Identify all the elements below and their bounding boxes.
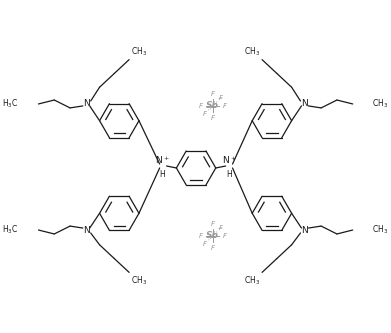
Text: F: F xyxy=(211,221,215,227)
Text: CH$_3$: CH$_3$ xyxy=(244,274,260,286)
Text: CH$_3$: CH$_3$ xyxy=(372,224,389,236)
Text: Sb: Sb xyxy=(206,231,219,240)
Text: F: F xyxy=(203,111,207,117)
Text: F: F xyxy=(219,95,222,101)
Text: N$^+$: N$^+$ xyxy=(222,154,237,166)
Text: N: N xyxy=(83,100,90,109)
Text: CH$_3$: CH$_3$ xyxy=(131,274,147,286)
Text: H$_3$C: H$_3$C xyxy=(2,98,19,110)
Text: N$^+$: N$^+$ xyxy=(155,154,170,166)
Text: F: F xyxy=(199,103,203,109)
Text: N: N xyxy=(301,100,308,109)
Text: H$_3$C: H$_3$C xyxy=(2,224,19,236)
Text: F: F xyxy=(203,241,207,247)
Text: $^-$: $^-$ xyxy=(216,95,223,104)
Text: $^-$: $^-$ xyxy=(216,224,223,233)
Text: F: F xyxy=(222,233,227,239)
Text: CH$_3$: CH$_3$ xyxy=(244,46,260,58)
Text: F: F xyxy=(219,225,222,231)
Text: Sb: Sb xyxy=(206,102,219,111)
Text: N: N xyxy=(301,225,308,234)
Text: H: H xyxy=(160,170,165,179)
Text: CH$_3$: CH$_3$ xyxy=(372,98,389,110)
Text: H: H xyxy=(227,170,232,179)
Text: F: F xyxy=(199,233,203,239)
Text: F: F xyxy=(222,103,227,109)
Text: N: N xyxy=(83,225,90,234)
Text: F: F xyxy=(211,91,215,97)
Text: F: F xyxy=(211,115,215,121)
Text: F: F xyxy=(211,245,215,251)
Text: CH$_3$: CH$_3$ xyxy=(131,46,147,58)
